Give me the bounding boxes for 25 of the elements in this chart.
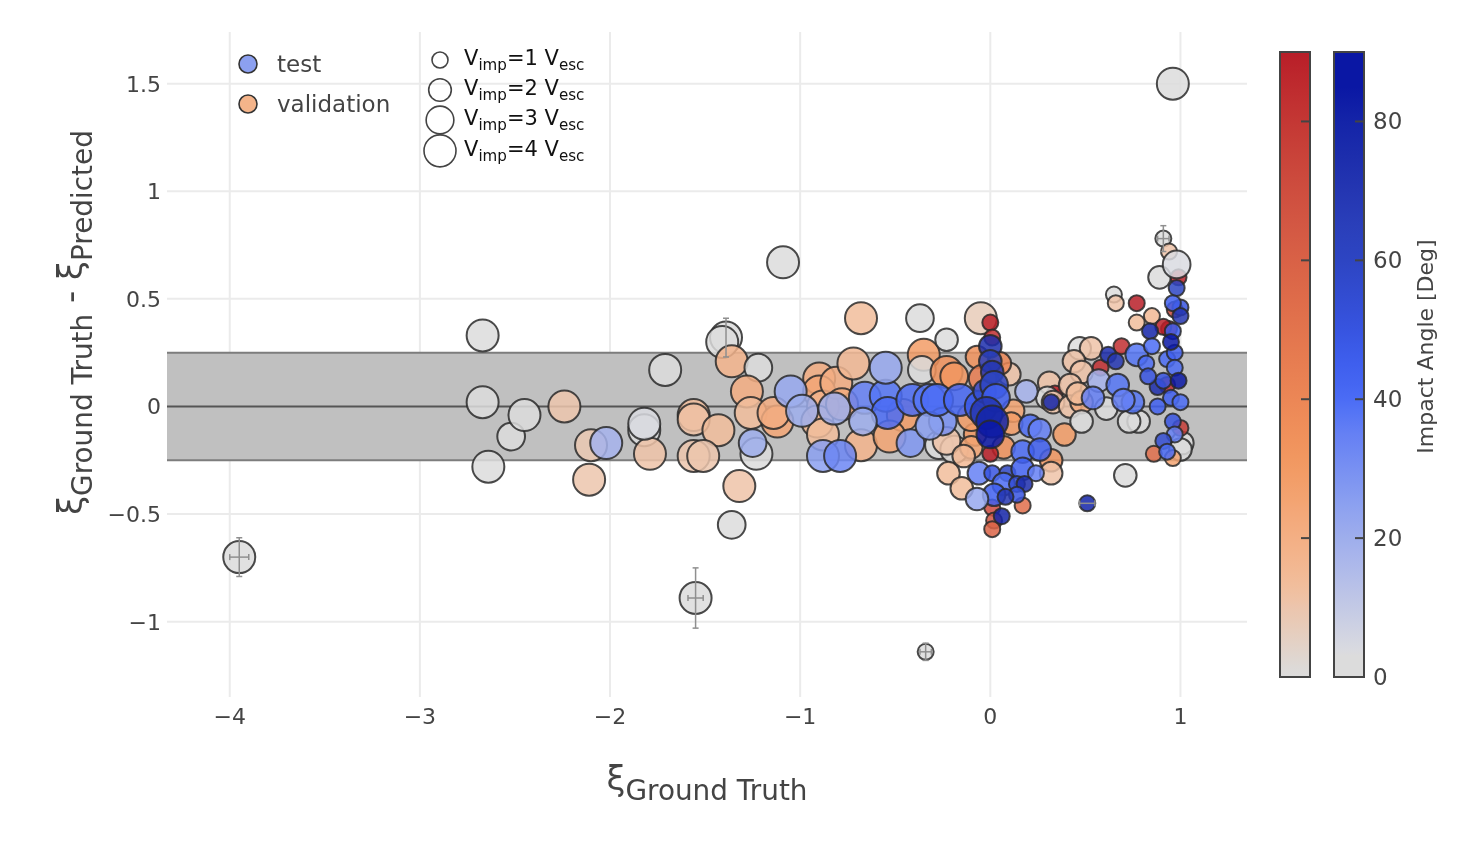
x-tick-label: −1 <box>783 704 817 729</box>
x-tick-label: −2 <box>593 704 627 729</box>
legend-label: validation <box>277 91 391 117</box>
color-bar-title: Impact Angle [Deg] <box>1413 239 1438 454</box>
y-tick-label: −0.5 <box>107 502 161 528</box>
legend-label: V$_{imp}$=2 V$_{esc}$ <box>464 76 585 105</box>
y-tick-label: −1 <box>128 609 161 635</box>
legend-label: V$_{imp}$=3 V$_{esc}$ <box>464 106 585 135</box>
color-bar-label: 80 <box>1373 108 1403 135</box>
legend-label: V$_{imp}$=4 V$_{esc}$ <box>464 136 585 166</box>
x-tick-label: 1 <box>1173 704 1188 729</box>
x-tick-label: −3 <box>403 704 437 729</box>
color-bar-label: 20 <box>1373 525 1403 552</box>
color-bar-label: 60 <box>1373 247 1403 274</box>
color-bar-label: 0 <box>1373 664 1388 690</box>
x-axis-title: ξ$_{Ground Truth}$ <box>606 758 808 808</box>
x-tick-label: −4 <box>213 704 246 729</box>
legend-label: V$_{imp}$=1 V$_{esc}$ <box>464 46 585 75</box>
y-tick-label: 0 <box>147 394 161 420</box>
legend-label: test <box>277 51 322 77</box>
y-tick-label: 0.5 <box>126 286 161 312</box>
y-tick-label: 1 <box>147 179 161 205</box>
x-tick-label: 0 <box>983 704 998 729</box>
y-tick-label: 1.5 <box>126 71 161 97</box>
color-bar-label: 40 <box>1373 386 1403 413</box>
